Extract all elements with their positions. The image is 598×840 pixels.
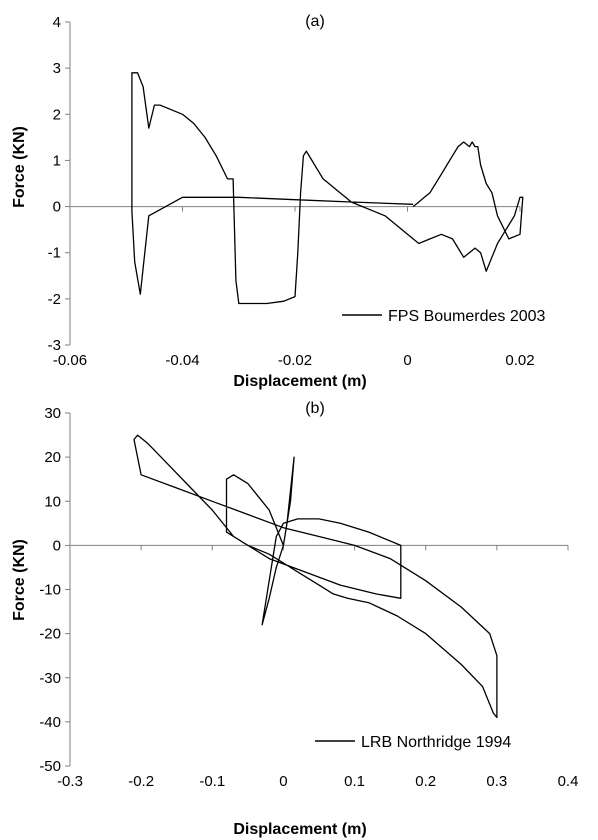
panel-a-y-tick-label: 0: [53, 199, 61, 216]
panel-a-y-tick-label: -3: [48, 337, 61, 354]
panel-a-y-tick-label: 1: [53, 152, 61, 169]
panel-b-x-tick-label: 0.2: [415, 773, 436, 790]
panel-b-y-tick-label: -50: [39, 758, 61, 775]
panel-a-chart: (a) Displacement (m) Force (KN) -3 -2 -1 0 1…: [11, 13, 546, 390]
panel-b-x-tick-label: -0.1: [199, 773, 225, 790]
panel-b-y-tick-label: -30: [39, 670, 61, 687]
panel-b-x-tick-label: -0.2: [128, 773, 154, 790]
panel-b-y-tick-label: -10: [39, 582, 61, 599]
panel-a-x-tick-label: 0: [403, 352, 411, 369]
panel-b-y-tick-label: 30: [44, 405, 61, 422]
panel-b-y-tick-label: 10: [44, 493, 61, 510]
panel-a-series-layer: [131, 72, 524, 305]
panel-a-x-axis-title: Displacement (m): [233, 373, 366, 390]
panel-b-x-axis-title: Displacement (m): [233, 821, 366, 838]
panel-b-y-tick-label: 0: [53, 537, 61, 554]
panel-a-legend-label: FPS Boumerdes 2003: [388, 308, 546, 325]
panel-b-x-tick-label: -0.3: [57, 773, 83, 790]
panel-b-x-tick-label: 0: [279, 773, 287, 790]
panel-a-y-axis-title: Force (KN): [11, 126, 28, 208]
panel-b-title: (b): [305, 400, 325, 417]
panel-b-ticks: -50 -40 -30 -20 -10 0 10 20 30 -0.3 -0.2 -0.1 0 0.1 0.…: [39, 405, 578, 790]
panel-b-y-tick-label: 20: [44, 449, 61, 466]
panel-a-ticks: -3 -2 -1 0 1 2 3 4 -0.06 -0.04 -0.02 0 0.02: [48, 14, 535, 369]
panel-a-y-tick-label: -2: [48, 291, 61, 308]
panel-a-x-tick-label: -0.06: [53, 352, 87, 369]
panel-b-y-tick-label: -20: [39, 626, 61, 643]
panel-b-y-tick-label: -40: [39, 714, 61, 731]
panel-a-x-tick-label: -0.02: [278, 352, 312, 369]
panel-b-x-tick-label: 0.3: [486, 773, 507, 790]
panel-a-y-tick-label: 4: [53, 14, 61, 31]
panel-b-series-layer: [133, 434, 498, 719]
panel-a-legend: FPS Boumerdes 2003: [342, 308, 546, 325]
panel-b-chart: (b) Displacement (m) Force (KN) -50 -40 -3…: [11, 400, 578, 838]
panel-b-x-tick-label: 0.1: [344, 773, 365, 790]
panel-a-y-tick-label: 2: [53, 106, 61, 123]
panel-a-title: (a): [305, 13, 325, 30]
panel-b-legend: LRB Northridge 1994: [315, 734, 511, 751]
panel-a-y-tick-label: 3: [53, 60, 61, 77]
panel-a-y-tick-label: -1: [48, 245, 61, 262]
panel-a-series-line: [131, 72, 524, 305]
panel-a-x-tick-label: -0.04: [165, 352, 199, 369]
panel-b-y-axis-title: Force (KN): [11, 539, 28, 621]
panel-b-legend-label: LRB Northridge 1994: [361, 734, 511, 751]
panel-b-x-tick-label: 0.4: [558, 773, 579, 790]
panel-a-x-tick-label: 0.02: [505, 352, 534, 369]
panel-b-series-line: [133, 434, 498, 719]
